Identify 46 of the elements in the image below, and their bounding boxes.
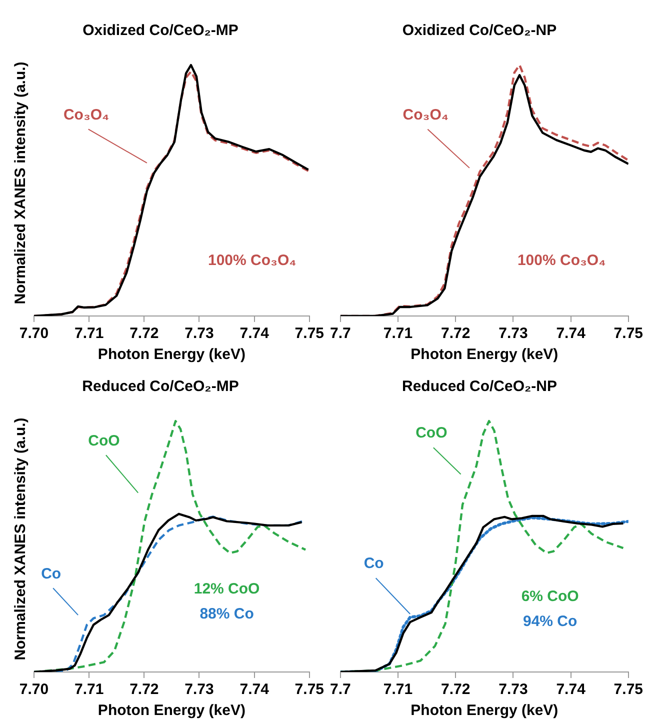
x-tick-label: 7.72 <box>441 325 470 342</box>
annotation: 100% Co₃O₄ <box>208 252 296 269</box>
annotation: 88% Co <box>200 605 254 622</box>
text: CoO <box>88 432 120 450</box>
chart-title: Oxidized Co/CeO₂-NP <box>402 22 557 40</box>
y-axis-title: Normalized XANES intensity (a.u.) <box>12 62 30 304</box>
x-tick-label: 7.75 <box>294 325 324 342</box>
x-tick-label: 7.72 <box>441 681 470 698</box>
x-tick-label: 7.72 <box>130 325 159 342</box>
chart-title: Oxidized Co/CeO₂-MP <box>82 22 238 40</box>
x-tick-label: 7.73 <box>184 681 214 698</box>
x-tick-label: 7.73 <box>498 325 528 342</box>
x-tick-label: 7.71 <box>383 681 413 698</box>
x-tick-label: 7.70 <box>19 325 49 342</box>
x-tick-label: 7.73 <box>498 681 528 698</box>
x-tick-label: 7.74 <box>556 681 586 698</box>
x-tick-label: 7.74 <box>556 325 586 342</box>
x-tick-label: 7.71 <box>74 681 104 698</box>
x-tick-label: 7.7 <box>330 325 351 342</box>
x-tick-label: 7.74 <box>240 325 270 342</box>
x-axis-title: Photon Energy (keV) <box>98 702 246 720</box>
chart-title: Reduced Co/CeO₂-NP <box>402 378 558 396</box>
text: CoO <box>416 424 448 442</box>
x-tick-label: 7.7 <box>330 681 351 698</box>
annotation: 100% Co₃O₄ <box>517 252 606 269</box>
text: Co₃O₄ <box>402 106 449 124</box>
x-tick-label: 7.73 <box>184 325 214 342</box>
x-tick-label: 7.72 <box>130 681 159 698</box>
annotation: 94% Co <box>522 612 578 630</box>
x-axis-title: Photon Energy (keV) <box>98 346 246 364</box>
x-tick-label: 7.75 <box>614 325 644 342</box>
annotation: 12% CoO <box>194 580 260 598</box>
x-tick-label: 7.71 <box>383 325 413 342</box>
chart-title: Reduced Co/CeO₂-MP <box>82 378 239 396</box>
annotation: 6% CoO <box>521 588 580 605</box>
text: Co <box>364 555 384 572</box>
x-axis-title: Photon Energy (keV) <box>410 702 558 720</box>
text: Co <box>41 565 62 582</box>
x-tick-label: 7.75 <box>614 681 644 698</box>
x-tick-label: 7.70 <box>19 681 49 698</box>
text: Co₃O₄ <box>63 106 110 124</box>
x-axis-title: Photon Energy (keV) <box>410 346 558 364</box>
x-tick-label: 7.75 <box>294 681 324 698</box>
y-axis-title: Normalized XANES intensity (a.u.) <box>12 418 30 660</box>
x-tick-label: 7.74 <box>240 681 270 698</box>
x-tick-label: 7.71 <box>74 325 104 342</box>
